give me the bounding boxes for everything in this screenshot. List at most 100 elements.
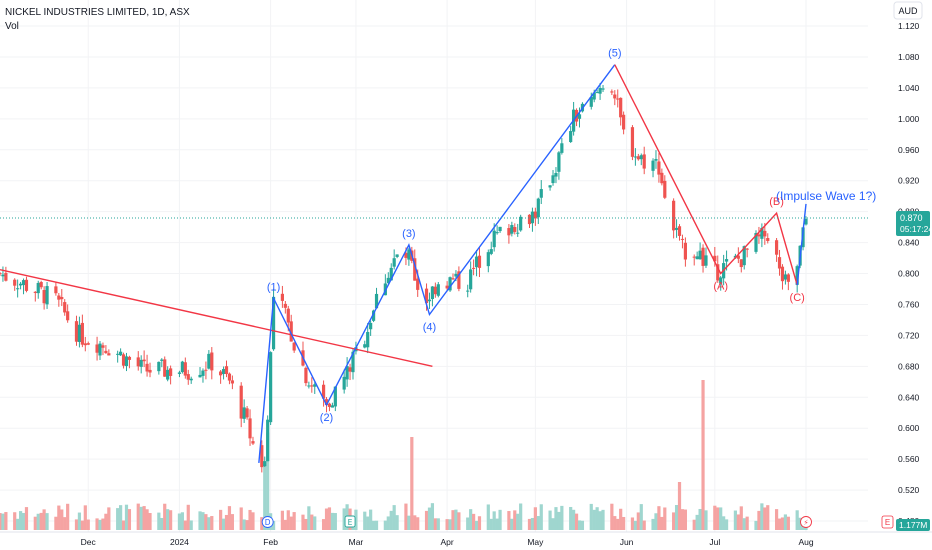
earnings-marker[interactable]: E [344,515,356,528]
split-marker-label: ⚡ [803,518,808,527]
last-price-value: 0.870 [900,213,923,223]
candle-body [427,299,432,302]
candle-body [39,282,43,288]
time-tick-label: Jun [620,537,634,547]
candle-body [569,131,573,143]
price-tick-label: 1.040 [898,83,920,93]
time-axis[interactable]: Dec 2024 Feb Mar Apr May Jun Jul Aug [0,531,932,547]
candle-body [116,353,120,355]
candle-body [477,255,482,268]
volume-bar [798,517,802,530]
candle-body [124,356,129,367]
volume-bar [639,504,643,530]
currency-badge[interactable]: AUD [893,1,923,20]
candle-body [321,384,326,399]
candle-body [348,367,352,372]
volume-bar [371,520,376,530]
volume-bar [674,504,679,530]
price-tick-label: 0.680 [898,361,920,371]
volume-bar [489,518,493,530]
volume-bar [416,517,420,530]
candle-body [469,269,473,290]
candle-body [389,267,393,281]
candle-body [533,211,537,219]
volume-tag-value: 1.177M [899,520,927,530]
new-impulse-line[interactable] [796,203,807,286]
candle-body [1,274,5,277]
volume-bar [457,512,461,530]
volume-bar [289,516,293,530]
split-marker[interactable]: ⚡ [800,516,812,528]
candle-body [263,461,267,467]
volume-bar [330,512,335,530]
volume-bar [410,437,414,530]
wave-label: (3) [402,228,415,240]
price-tick-label: 0.760 [898,299,920,309]
volume-bar [119,505,123,530]
volume-bar [695,514,699,530]
volume-bar [498,509,502,530]
volume-tag-box [896,519,930,531]
volume-bar [760,503,764,530]
volume-bar [354,509,358,530]
dividend-marker[interactable]: D [261,516,274,528]
volume-bar [622,516,626,530]
volume-bar [574,513,579,530]
volume-bar [486,504,490,530]
candle-body [639,155,643,160]
volume-bar [210,516,214,530]
candle-body [745,248,749,250]
volume-bar [245,520,249,530]
volume-bar [266,432,270,530]
volume-bar [160,517,164,530]
price-tick-label: 1.120 [898,21,920,31]
impulse-wave-line[interactable] [258,64,616,464]
volume-bar [530,517,535,530]
candle-body [739,259,743,268]
candle-body [283,303,287,308]
earnings-axis-marker[interactable]: E [881,515,894,529]
event-markers[interactable]: D E ⚡ [261,515,812,528]
time-tick-label: Mar [349,537,364,547]
volume-bar [263,462,267,530]
candle-body [142,359,146,362]
volume-bar [101,518,105,530]
candle-body [713,255,717,262]
drawings [0,64,807,464]
volume-bar [742,518,746,530]
candle-body [780,266,785,282]
candle-body [66,311,70,321]
volume-bar [145,509,149,530]
candle-body [169,368,173,376]
volume-bar [539,504,543,530]
correction-wave-line[interactable] [614,64,798,286]
volume-bar [310,514,314,530]
candle-body [104,350,108,354]
candle-body [177,372,182,374]
candle-body [736,255,740,259]
volume-bar [327,507,332,530]
dividend-marker-circle [261,516,274,528]
downtrend-line[interactable] [0,268,433,367]
volume-bar [516,513,520,530]
volume-bar [533,507,537,530]
candle-body [642,154,646,169]
volume-bar [342,508,346,530]
volume-bar [57,505,61,530]
candle-body [657,161,661,175]
volume-bar [536,516,540,530]
candle-body [227,373,232,381]
last-price-tag: 0.870 05:17:24 [896,211,932,236]
volume-bar [469,509,473,530]
volume-bar [21,512,26,530]
volume-bar [474,520,479,530]
volume-bar [466,517,470,530]
candle-body [166,369,170,380]
volume-bar [683,509,687,530]
volume-bar [0,513,2,530]
candle-body [783,274,788,280]
volume-bar [219,509,223,530]
candle-body [269,352,273,423]
candle-body [692,256,696,258]
